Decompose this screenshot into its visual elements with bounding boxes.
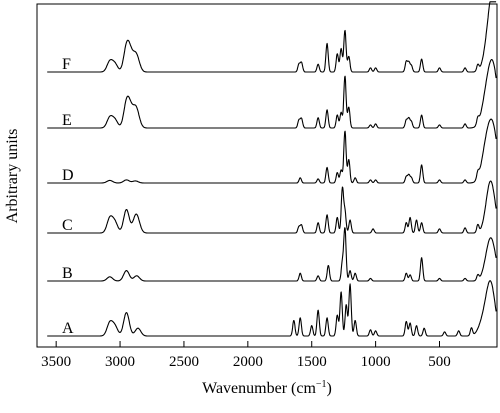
- spectrum-line-B: [47, 227, 497, 282]
- x-tick-label-1500: 1500: [297, 354, 327, 370]
- x-axis-ticks: [55, 341, 440, 347]
- plot-frame: [36, 3, 498, 348]
- series-labels: A B C D E F: [62, 56, 74, 337]
- series-label-B: B: [62, 265, 73, 282]
- x-tick-label-3500: 3500: [41, 354, 71, 370]
- x-tick-label-3000: 3000: [105, 354, 135, 370]
- series-label-A: A: [62, 320, 74, 337]
- x-axis-title: Wavenumber (cm−1): [202, 379, 332, 397]
- series-label-E: E: [62, 112, 72, 129]
- spectrum-line-D: [47, 118, 497, 184]
- spectrum-line-C: [47, 180, 497, 234]
- series-label-D: D: [62, 167, 74, 184]
- series-label-C: C: [62, 217, 73, 234]
- x-tick-label-2500: 2500: [169, 354, 199, 370]
- x-axis-tick-labels: 3500 3000 2500 2000 1500 1000 500: [41, 354, 451, 370]
- x-tick-label-2000: 2000: [233, 354, 263, 370]
- x-tick-label-1000: 1000: [361, 354, 391, 370]
- spectra-group: [47, 1, 497, 337]
- y-axis-title: Arbitrary units: [4, 129, 21, 224]
- series-label-F: F: [62, 56, 71, 73]
- spectrum-line-F: [47, 1, 497, 73]
- x-tick-label-500: 500: [428, 354, 451, 370]
- spectrum-line-A: [47, 280, 497, 337]
- spectrum-line-E: [47, 59, 497, 129]
